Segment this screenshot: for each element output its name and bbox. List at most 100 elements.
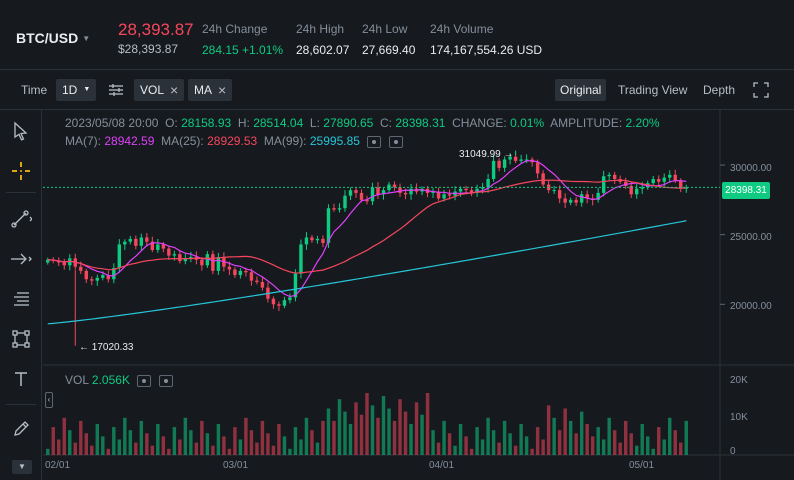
ma-indicator-chip[interactable]: MA ×	[188, 79, 233, 101]
volume-bar	[579, 411, 584, 455]
volume-bar	[277, 424, 281, 455]
candle-body	[238, 270, 243, 276]
candle-body	[95, 277, 99, 281]
candle-body	[90, 279, 94, 281]
indicator-settings-icon[interactable]	[106, 79, 128, 101]
kline-svg	[43, 110, 794, 480]
volume-bar	[458, 424, 463, 455]
candle-date: 2023/05/08 20:00	[65, 116, 159, 130]
volume-bar	[420, 414, 424, 455]
candle-body	[403, 192, 408, 195]
volume-bar	[607, 417, 611, 455]
candle-body	[299, 244, 303, 274]
view-trading-view[interactable]: Trading View	[618, 83, 688, 97]
volume-bar	[249, 430, 254, 455]
candle-body	[101, 275, 105, 278]
rail-divider	[6, 192, 36, 193]
settings-icon[interactable]	[388, 135, 403, 148]
crosshair-icon[interactable]	[10, 160, 32, 182]
candle-body	[156, 244, 160, 250]
candle-body	[469, 190, 474, 193]
candle-body	[651, 178, 655, 184]
ray-arrow-icon[interactable]	[10, 248, 32, 270]
eye-icon[interactable]	[367, 135, 382, 148]
settings-icon[interactable]	[158, 374, 173, 387]
change-label: CHANGE:	[452, 116, 507, 130]
volume-bar	[310, 430, 314, 455]
volume-bar	[348, 424, 353, 455]
ticker-header: BTC/USD ▼ 28,393.87 $28,393.87 24h Chang…	[0, 0, 794, 70]
vol-indicator-chip[interactable]: VOL ×	[134, 79, 185, 101]
volume-bar	[590, 436, 595, 455]
candle-body	[574, 199, 578, 203]
volume-bar	[167, 448, 171, 455]
volume-bar	[343, 411, 347, 455]
volume-bar	[662, 439, 666, 455]
collapse-panel-icon[interactable]: ‹	[45, 392, 53, 408]
kline-chart[interactable]: 2023/05/08 20:00 O: 28158.93 H: 28514.04…	[43, 110, 794, 480]
volume-bar	[84, 433, 88, 455]
candle-body	[128, 238, 133, 242]
stat-24h-change: 24h Change 284.15 +1.01%	[202, 22, 283, 57]
candle-body	[288, 297, 292, 301]
eye-icon[interactable]	[137, 374, 152, 387]
volume-bar	[568, 420, 573, 455]
view-depth[interactable]: Depth	[703, 83, 736, 97]
text-tool-icon[interactable]	[10, 368, 32, 390]
volume-bar	[381, 396, 386, 455]
volume-bar	[519, 424, 523, 455]
volume-bar	[668, 417, 672, 455]
candle-body	[282, 300, 287, 306]
candle-body	[398, 187, 402, 193]
volume-bar	[563, 408, 567, 455]
volume-bar	[651, 448, 655, 455]
volume-bar	[62, 417, 66, 455]
volume-bar	[431, 430, 435, 455]
volume-bar	[475, 427, 479, 455]
rectangle-shape-icon[interactable]	[10, 328, 32, 350]
candle-body	[535, 162, 540, 174]
volume-bar	[101, 436, 105, 455]
candle-body	[106, 275, 111, 280]
last-price: 28,393.87	[118, 20, 194, 39]
candle-body	[370, 187, 375, 202]
candle-body	[607, 174, 611, 177]
volume-bar	[453, 445, 457, 455]
candle-body	[497, 160, 501, 168]
view-original[interactable]: Original	[555, 79, 607, 101]
ma25-value: 28929.53	[207, 134, 258, 148]
volume-bar	[321, 420, 325, 455]
pair-selector[interactable]: BTC/USD ▼	[16, 30, 90, 46]
volume-bar	[161, 436, 166, 455]
candle-body	[233, 269, 237, 276]
caret-down-icon: ▼	[83, 86, 91, 93]
candle-body	[387, 184, 391, 191]
volume-bar	[211, 445, 215, 455]
edit-pencil-icon[interactable]	[10, 418, 32, 440]
close-icon[interactable]: ×	[170, 82, 179, 98]
cursor-arrow-icon[interactable]	[10, 120, 32, 142]
candle-body	[464, 188, 468, 191]
volume-bar	[409, 424, 413, 455]
volume-bar	[657, 427, 661, 455]
interval-selector[interactable]: 1D ▼	[56, 79, 97, 101]
ma99-label: MA(99):	[263, 134, 307, 148]
fullscreen-icon[interactable]	[752, 79, 770, 101]
candle-body	[513, 156, 518, 161]
ma7-value: 28942.59	[104, 134, 155, 148]
volume-bar	[282, 436, 287, 455]
fib-levels-icon[interactable]	[10, 288, 32, 310]
volume-bar	[271, 445, 276, 455]
drawing-tools-rail: ▼	[0, 110, 42, 480]
stat-value: 27,669.40	[362, 43, 416, 57]
candle-body	[134, 238, 138, 246]
candle-body	[249, 272, 254, 281]
close-icon[interactable]: ×	[218, 82, 227, 98]
low-annotation: ← 17020.33	[79, 342, 134, 353]
chevron-down-icon[interactable]: ▼	[12, 460, 32, 474]
candle-body	[381, 190, 386, 195]
volume-bar	[673, 430, 677, 455]
volume-bar	[623, 420, 628, 455]
trend-line-icon[interactable]	[10, 208, 32, 230]
stat-value: 284.15 +1.01%	[202, 43, 284, 57]
